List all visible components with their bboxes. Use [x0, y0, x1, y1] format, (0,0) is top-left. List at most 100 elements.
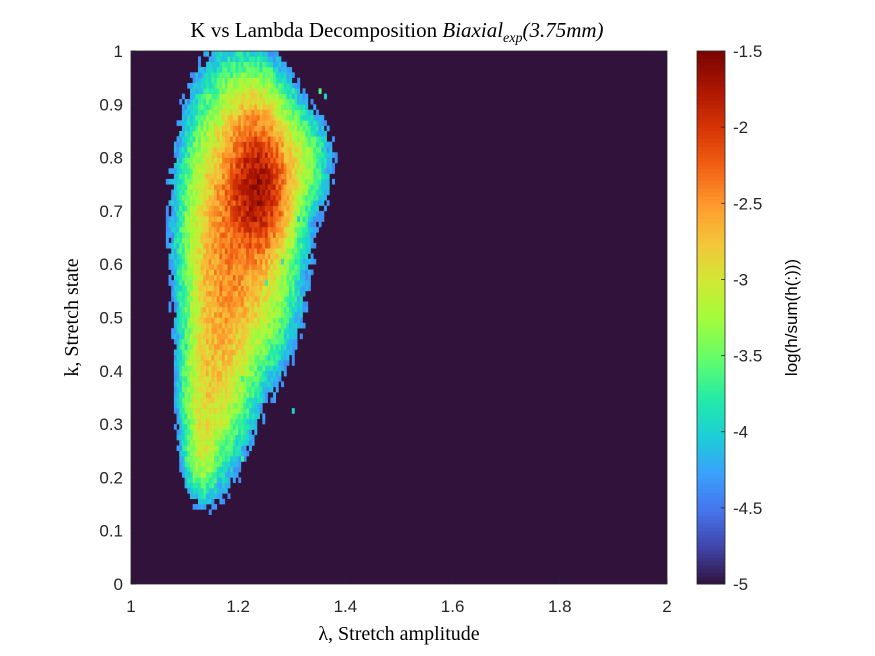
- heatmap-cell: [179, 146, 183, 153]
- heatmap-cell: [251, 98, 255, 105]
- heatmap-cell: [270, 82, 274, 89]
- heatmap-cell: [216, 114, 220, 121]
- heatmap-cell: [219, 466, 223, 473]
- heatmap-cell: [291, 173, 295, 180]
- heatmap-cell-isolated: [240, 376, 244, 382]
- heatmap-cell: [286, 237, 290, 244]
- heatmap-cell: [243, 173, 247, 180]
- heatmap-cell: [270, 98, 274, 105]
- heatmap-cell: [283, 66, 287, 73]
- heatmap-cell: [216, 210, 220, 217]
- heatmap-cell: [203, 130, 207, 137]
- heatmap-cell: [302, 269, 306, 276]
- heatmap-cell: [238, 72, 242, 78]
- heatmap-cell: [318, 194, 322, 201]
- heatmap-cell: [286, 264, 290, 270]
- heatmap-cell: [232, 56, 236, 62]
- heatmap-cell: [222, 322, 226, 329]
- heatmap-cell: [192, 461, 196, 468]
- heatmap-cell: [187, 306, 191, 313]
- heatmap-cell: [222, 61, 226, 68]
- heatmap-cell: [267, 157, 271, 164]
- heatmap-cell: [176, 370, 180, 377]
- heatmap-cell: [283, 168, 287, 174]
- heatmap-cell: [235, 290, 239, 297]
- heatmap-cell: [200, 232, 204, 238]
- heatmap-cell: [173, 162, 177, 169]
- heatmap-cell: [230, 472, 234, 478]
- heatmap-cell: [232, 344, 236, 350]
- heatmap-cell: [176, 317, 180, 324]
- heatmap-cell: [211, 285, 215, 292]
- heatmap-cell: [192, 365, 196, 372]
- heatmap-cell: [251, 82, 255, 89]
- heatmap-cell: [278, 338, 282, 345]
- heatmap-cell: [273, 365, 277, 372]
- heatmap-cell: [275, 264, 279, 270]
- heatmap-cell: [286, 82, 290, 89]
- heatmap-cell: [232, 178, 236, 185]
- heatmap-cell: [256, 168, 260, 174]
- colorbar-band: [697, 161, 725, 166]
- heatmap-cell: [224, 413, 228, 420]
- heatmap-cell: [232, 189, 236, 196]
- heatmap-cell: [315, 210, 319, 217]
- heatmap-cell: [214, 397, 218, 404]
- heatmap-cell: [222, 109, 226, 116]
- heatmap-cell: [281, 296, 285, 302]
- heatmap-cell: [168, 242, 172, 249]
- heatmap-cell: [176, 408, 180, 414]
- heatmap-cell: [270, 141, 274, 148]
- heatmap-cell: [286, 141, 290, 148]
- heatmap-cell: [230, 440, 234, 446]
- heatmap-cell: [195, 312, 199, 318]
- heatmap-cell: [289, 248, 293, 254]
- heatmap-cell: [192, 370, 196, 377]
- heatmap-cell: [232, 402, 236, 409]
- heatmap-cell: [214, 61, 218, 68]
- heatmap-cell: [254, 114, 258, 121]
- heatmap-cell: [299, 216, 303, 222]
- heatmap-cell: [248, 205, 252, 212]
- heatmap-cell: [278, 200, 282, 206]
- heatmap-cell: [240, 146, 244, 153]
- heatmap-cell: [184, 226, 188, 233]
- heatmap-cell: [246, 253, 250, 260]
- heatmap-cell: [246, 296, 250, 302]
- heatmap-cell: [173, 301, 177, 308]
- heatmap-cell: [305, 136, 309, 142]
- heatmap-cell: [206, 354, 210, 361]
- heatmap-cell: [195, 232, 199, 238]
- heatmap-cell: [291, 194, 295, 201]
- heatmap-cell: [248, 125, 252, 132]
- heatmap-cell: [232, 88, 236, 94]
- heatmap-cell: [176, 333, 180, 340]
- heatmap-cell: [219, 189, 223, 196]
- heatmap-cell: [171, 242, 175, 249]
- heatmap-cell: [211, 344, 215, 350]
- heatmap-cell: [307, 216, 311, 222]
- heatmap-cell: [265, 210, 268, 217]
- heatmap-cell: [224, 72, 228, 78]
- heatmap-cell: [232, 210, 236, 217]
- heatmap-cell: [289, 109, 293, 116]
- heatmap-cell: [289, 104, 293, 110]
- heatmap-cell: [275, 290, 279, 297]
- heatmap-cell: [302, 104, 306, 110]
- heatmap-cell: [254, 274, 258, 281]
- heatmap-cell: [230, 248, 234, 254]
- heatmap-cell: [181, 370, 185, 377]
- heatmap-cell: [203, 162, 207, 169]
- heatmap-cell: [176, 285, 180, 292]
- heatmap-cell: [224, 440, 228, 446]
- heatmap-cell: [200, 264, 204, 270]
- chart-title-prefix: K vs Lambda Decomposition: [190, 18, 442, 42]
- heatmap-cell: [265, 130, 268, 137]
- heatmap-cell: [232, 322, 236, 329]
- heatmap-cell: [198, 88, 201, 94]
- heatmap-cell: [291, 162, 295, 169]
- heatmap-cell: [187, 482, 191, 489]
- heatmap-cell: [176, 237, 180, 244]
- heatmap-cell: [211, 269, 215, 276]
- heatmap-cell: [332, 152, 335, 158]
